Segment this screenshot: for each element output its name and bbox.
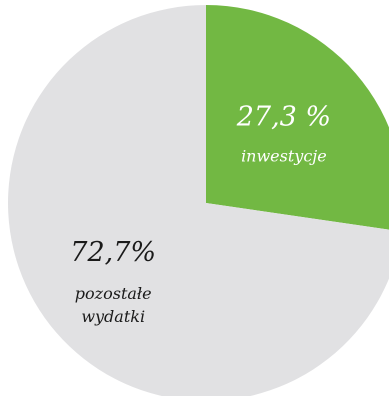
- pie-slices: [8, 5, 389, 396]
- pie-slice-0: [206, 5, 389, 230]
- slice-category-label-1-0: pozostałe: [75, 284, 152, 303]
- slice-category-label-0-0: inwestycje: [241, 147, 327, 166]
- pie-labels: 27,3 % inwestycje 72,7% pozostałe wydatki: [70, 102, 331, 326]
- pie-slice-1: [8, 5, 389, 396]
- slice-percent-label-1: 72,7%: [70, 237, 156, 268]
- slice-percent-label-0: 27,3 %: [236, 102, 331, 133]
- slice-category-label-1-1: wydatki: [81, 307, 145, 326]
